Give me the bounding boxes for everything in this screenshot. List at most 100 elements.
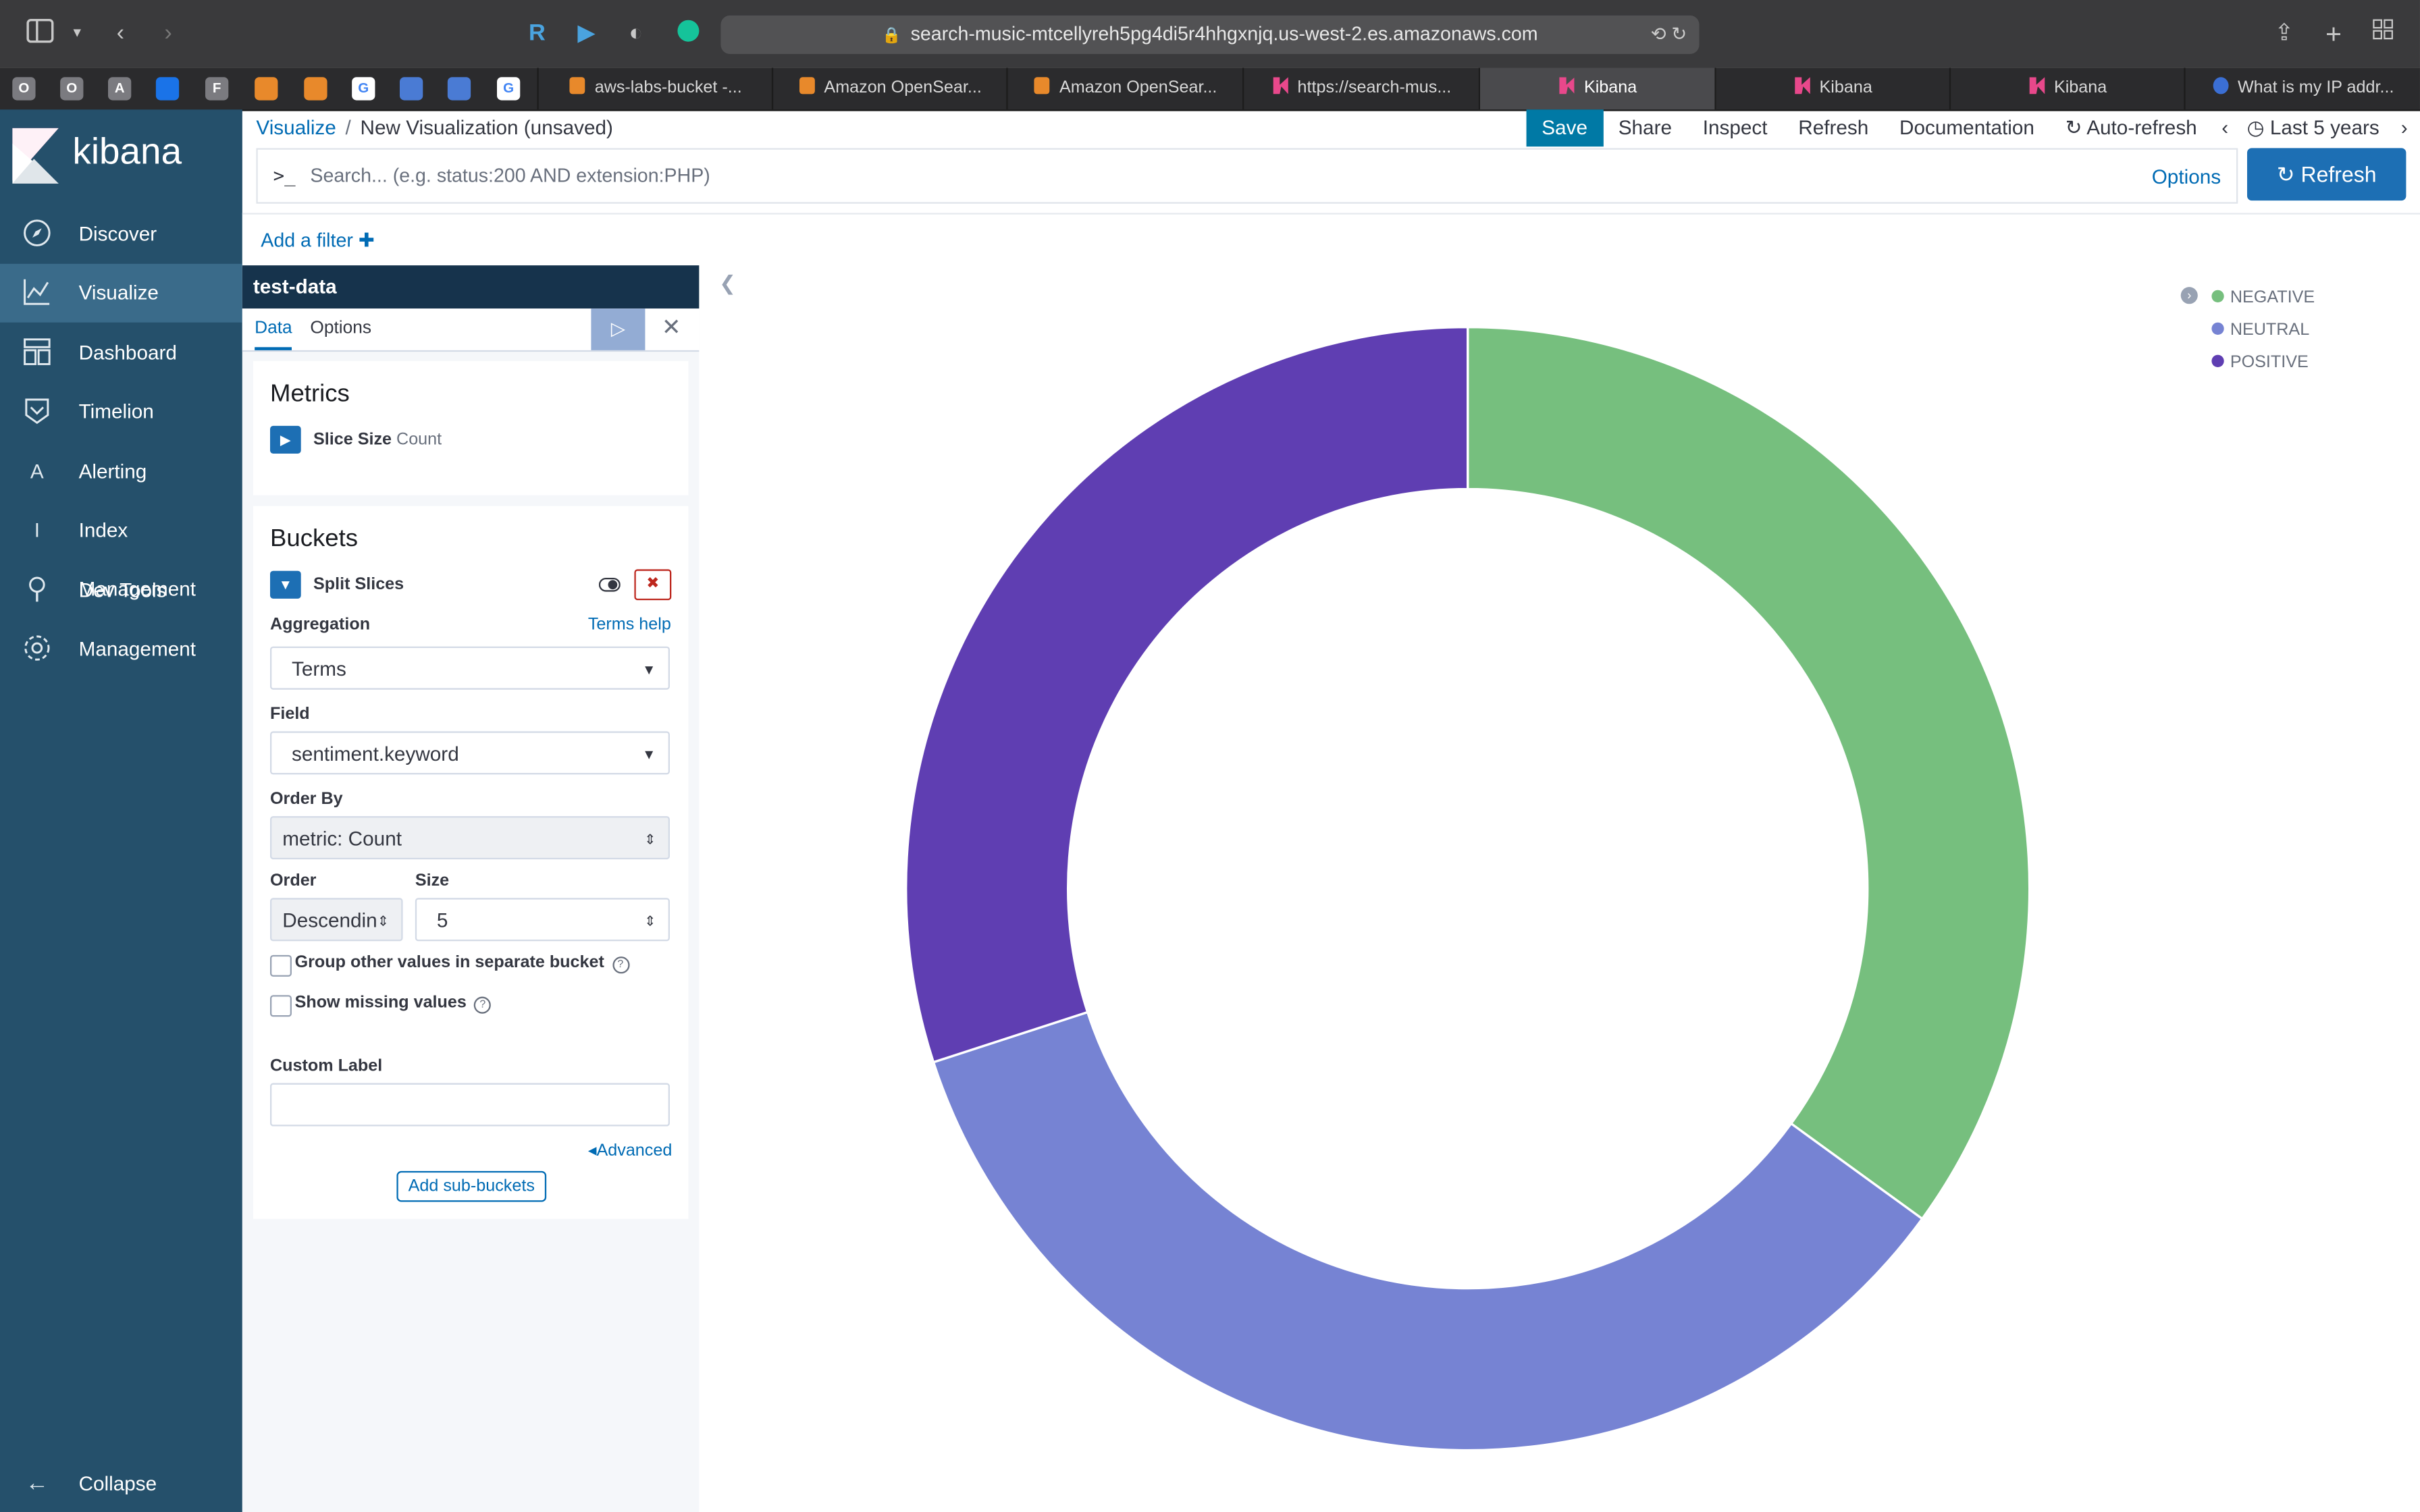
toggle-icon[interactable] xyxy=(598,574,621,601)
pinned-tab[interactable] xyxy=(399,77,423,101)
forward-icon[interactable]: › xyxy=(164,20,172,47)
legend-item-neutral[interactable]: NEUTRAL xyxy=(2211,319,2309,341)
sidebar-item-label: Alerting xyxy=(78,460,147,483)
save-button[interactable]: Save xyxy=(1526,109,1603,147)
shield-icon[interactable]: ◐ xyxy=(629,20,643,47)
chevron-down-icon[interactable]: ▾ xyxy=(73,24,82,42)
sidebar-item-timelion[interactable]: Timelion xyxy=(0,383,242,441)
kibana-icon xyxy=(1559,77,1575,94)
help-icon[interactable]: ? xyxy=(474,996,492,1014)
browser-tab[interactable]: Kibana xyxy=(1949,68,2186,110)
remove-bucket-button[interactable]: ✖ xyxy=(634,569,672,601)
inspect-button[interactable]: Inspect xyxy=(1702,115,1768,139)
documentation-link[interactable]: Documentation xyxy=(1899,115,2034,139)
pinned-tab[interactable]: G xyxy=(352,77,375,101)
browser-tab[interactable]: aws-labs-bucket -... xyxy=(537,68,773,110)
chevron-down-icon[interactable]: ▼ xyxy=(269,570,301,599)
share-button[interactable]: Share xyxy=(1618,115,1673,139)
pinned-tab[interactable] xyxy=(155,77,180,101)
pinned-tab[interactable] xyxy=(447,77,471,101)
add-filter-link[interactable]: Add a filter ✚ xyxy=(261,228,375,252)
group-other-checkbox[interactable] xyxy=(269,954,292,977)
browser-tab[interactable]: https://search-mus... xyxy=(1242,68,1480,110)
sidebar-item-label: Visualize xyxy=(78,280,159,304)
legend-item-negative[interactable]: NEGATIVE xyxy=(2211,287,2315,308)
apply-changes-button[interactable]: ▷ xyxy=(591,308,646,350)
browser-tab[interactable]: Amazon OpenSear... xyxy=(1006,68,1244,110)
size-value: 5 xyxy=(436,909,448,932)
add-sub-buckets-button[interactable]: Add sub-buckets xyxy=(396,1170,547,1202)
breadcrumb-visualize[interactable]: Visualize xyxy=(256,115,336,139)
sidebar-item-dashboard[interactable]: Dashboard xyxy=(0,324,242,383)
sidebar-toggle-icon[interactable] xyxy=(25,18,56,49)
back-icon[interactable]: ‹ xyxy=(116,20,124,47)
collapse-sidebar-icon[interactable]: ❮ xyxy=(719,271,737,295)
compass-icon xyxy=(22,205,53,264)
search-input[interactable]: Search... (e.g. status:200 AND extension… xyxy=(310,165,710,187)
pinned-tab[interactable]: O xyxy=(12,77,36,101)
pie-slice-positive[interactable] xyxy=(904,325,1469,1064)
browser-tab[interactable]: Kibana xyxy=(1714,68,1951,110)
show-missing-checkbox[interactable] xyxy=(269,995,292,1017)
pie-slice-neutral[interactable] xyxy=(932,1010,1924,1452)
tab-options[interactable]: Options xyxy=(310,319,372,338)
share-icon[interactable]: ⇪ xyxy=(2274,20,2294,47)
browser-tab[interactable]: What is my IP addr... xyxy=(2184,68,2420,110)
query-bar[interactable]: >_ Search... (e.g. status:200 AND extens… xyxy=(256,148,2238,204)
timelion-icon xyxy=(22,383,53,441)
chart-icon xyxy=(22,264,53,323)
refresh-link[interactable]: Refresh xyxy=(1798,115,1869,139)
gear-icon xyxy=(22,620,53,679)
time-back-button[interactable]: ‹ xyxy=(2221,115,2229,139)
query-options-link[interactable]: Options xyxy=(2151,165,2221,188)
size-input[interactable]: 5 ⇕ xyxy=(415,898,670,942)
advanced-label: Advanced xyxy=(596,1141,673,1160)
kibana-sidebar: kibana Discover Visualize Dashboard Time… xyxy=(0,109,242,1512)
kibana-icon xyxy=(1794,77,1810,94)
aggregation-select[interactable]: Terms ▼ xyxy=(269,646,670,690)
pie-slice-negative[interactable] xyxy=(1466,325,2031,1220)
legend-item-positive[interactable]: POSITIVE xyxy=(2211,352,2309,373)
extension-play-icon[interactable]: ▶ xyxy=(577,20,596,47)
custom-label-input[interactable] xyxy=(269,1083,670,1127)
field-select[interactable]: sentiment.keyword ▼ xyxy=(269,731,670,775)
order-by-select[interactable]: metric: Count ⇕ xyxy=(269,816,670,860)
sidebar-item-visualize[interactable]: Visualize xyxy=(0,263,242,323)
auto-refresh-button[interactable]: ↻ Auto-refresh xyxy=(2050,109,2213,146)
aggregation-value: Terms xyxy=(291,657,346,680)
pinned-tab[interactable] xyxy=(255,77,278,101)
browser-tab-active[interactable]: Kibana xyxy=(1478,68,1716,110)
grammarly-icon[interactable] xyxy=(673,18,704,49)
sidebar-item-label: Discover xyxy=(78,222,157,246)
extension-r-icon[interactable]: R xyxy=(529,20,546,47)
legend-toggle-icon[interactable]: › xyxy=(2180,287,2198,304)
pinned-tab[interactable]: F xyxy=(205,77,229,101)
tab-overview-icon[interactable] xyxy=(2367,18,2398,49)
address-bar[interactable]: 🔒 search-music-mtcellyreh5pg4di5r4hhgxnjq… xyxy=(720,15,1700,54)
refresh-button[interactable]: ↻ Refresh xyxy=(2246,148,2406,201)
order-select[interactable]: Descendin ⇕ xyxy=(269,898,403,942)
tab-data[interactable]: Data xyxy=(255,308,292,350)
browser-tab[interactable]: Amazon OpenSear... xyxy=(771,68,1008,110)
pinned-tab[interactable]: G xyxy=(496,77,521,101)
pinned-tab[interactable]: A xyxy=(107,77,132,101)
sidebar-item-dev-tools[interactable]: Dev Tools xyxy=(0,562,242,620)
time-forward-button[interactable]: › xyxy=(2400,115,2408,139)
translate-reload-icons[interactable]: ⟲ ↻ xyxy=(1650,23,1687,45)
sidebar-item-index-management[interactable]: I Index Management xyxy=(0,502,242,600)
discard-changes-button[interactable]: ✕ xyxy=(656,308,687,350)
query-language-toggle[interactable]: >_ xyxy=(273,165,296,187)
pinned-tab[interactable] xyxy=(304,77,327,101)
sidebar-item-discover[interactable]: Discover xyxy=(0,205,242,264)
sidebar-item-management[interactable]: Management xyxy=(0,620,242,679)
time-picker[interactable]: ◷ Last 5 years xyxy=(2238,109,2389,146)
chevron-right-icon[interactable]: ▶ xyxy=(269,425,301,454)
metric-row[interactable]: Slice Size Count xyxy=(313,431,442,449)
help-icon[interactable]: ? xyxy=(612,956,629,974)
new-tab-icon[interactable]: + xyxy=(2325,18,2342,50)
advanced-toggle[interactable]: ◂Advanced xyxy=(588,1140,672,1160)
terms-help-link[interactable]: Terms help xyxy=(587,615,671,634)
pinned-tab[interactable]: O xyxy=(60,77,84,101)
sidebar-collapse[interactable]: ← Collapse xyxy=(0,1455,242,1512)
sidebar-item-alerting[interactable]: A Alerting xyxy=(0,443,242,502)
